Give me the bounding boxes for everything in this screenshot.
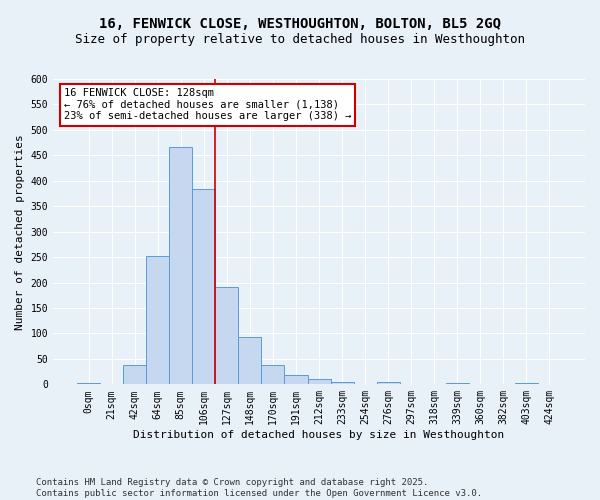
Bar (331, 382, 353, 384)
Text: 16 FENWICK CLOSE: 128sqm
← 76% of detached houses are smaller (1,138)
23% of sem: 16 FENWICK CLOSE: 128sqm ← 76% of detach… (64, 88, 351, 122)
Text: 16, FENWICK CLOSE, WESTHOUGHTON, BOLTON, BL5 2GQ: 16, FENWICK CLOSE, WESTHOUGHTON, BOLTON,… (99, 18, 501, 32)
Bar (308, 379, 331, 384)
Bar (215, 287, 238, 384)
Bar (146, 256, 169, 384)
Text: Size of property relative to detached houses in Westhoughton: Size of property relative to detached ho… (75, 32, 525, 46)
Bar (284, 375, 308, 384)
X-axis label: Distribution of detached houses by size in Westhoughton: Distribution of detached houses by size … (133, 430, 505, 440)
Bar (169, 146, 193, 384)
Bar (238, 337, 262, 384)
Bar (193, 189, 215, 384)
Bar (377, 382, 400, 384)
Y-axis label: Number of detached properties: Number of detached properties (15, 134, 25, 330)
Text: Contains HM Land Registry data © Crown copyright and database right 2025.
Contai: Contains HM Land Registry data © Crown c… (36, 478, 482, 498)
Bar (123, 365, 146, 384)
Bar (262, 365, 284, 384)
